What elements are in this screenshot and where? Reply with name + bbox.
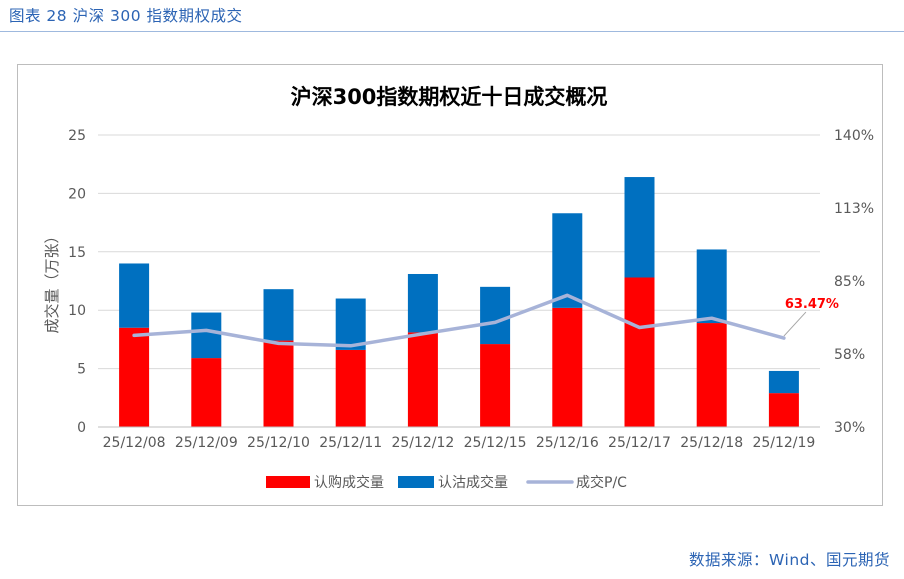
legend: 认购成交量 认沽成交量 成交P/C xyxy=(266,474,627,491)
y-tick-label: 20 xyxy=(68,186,86,202)
bar xyxy=(407,332,438,427)
y-tick-label: 0 xyxy=(77,420,86,436)
y-axis-title: 成交量（万张） xyxy=(43,228,61,333)
x-tick-label: 25/12/16 xyxy=(536,435,599,451)
x-tick-label: 25/12/15 xyxy=(464,435,527,451)
bar xyxy=(191,312,222,359)
x-tick-label: 25/12/18 xyxy=(680,435,743,451)
bar xyxy=(624,177,655,278)
series-line xyxy=(132,293,786,348)
bar xyxy=(335,349,366,427)
bar xyxy=(191,358,222,427)
bar xyxy=(552,307,583,427)
y-tick-label: 10 xyxy=(68,303,86,319)
header-divider xyxy=(0,31,904,32)
legend-label: 认购成交量 xyxy=(314,474,384,491)
bar xyxy=(119,263,150,328)
x-tick-label: 25/12/12 xyxy=(391,435,454,451)
legend-swatch xyxy=(398,476,434,488)
bar xyxy=(480,344,511,427)
y2-tick-label: 85% xyxy=(834,274,865,290)
bar xyxy=(263,289,294,341)
bar xyxy=(407,273,438,333)
y2-tick-label: 30% xyxy=(834,420,865,436)
legend-swatch xyxy=(266,476,310,488)
y-tick-label: 15 xyxy=(68,245,86,261)
x-tick-label: 25/12/19 xyxy=(752,435,815,451)
x-tick-label: 25/12/11 xyxy=(319,435,382,451)
y2-tick-label: 58% xyxy=(834,347,865,363)
bar xyxy=(263,340,294,427)
bar xyxy=(696,249,727,324)
source-note: 数据来源：Wind、国元期货 xyxy=(689,551,890,569)
x-tick-label: 25/12/10 xyxy=(247,435,310,451)
bars xyxy=(119,177,799,427)
y-tick-label: 25 xyxy=(68,128,86,144)
bar xyxy=(624,277,655,427)
bar xyxy=(335,298,366,350)
figure-caption: 图表 28 沪深 300 指数期权成交 xyxy=(9,7,243,25)
y2-tick-label: 140% xyxy=(834,128,874,144)
chart-title: 沪深300指数期权近十日成交概况 xyxy=(291,85,608,109)
bar xyxy=(480,286,511,345)
annotation-leader xyxy=(783,311,807,337)
bar xyxy=(768,393,799,427)
bar xyxy=(552,213,583,308)
bar xyxy=(696,323,727,427)
chart-frame: 沪深300指数期权近十日成交概况 63.47% 0 5 10 15 20 25 30% 58%… xyxy=(17,64,883,506)
pc-line: 63.47% xyxy=(132,293,839,348)
bar xyxy=(119,327,150,427)
axes: 0 5 10 15 20 25 30% 58% 85% 113% 140% 成交量（万张） 25/12/… xyxy=(43,128,874,451)
x-tick-label: 25/12/08 xyxy=(103,435,166,451)
data-label: 63.47% xyxy=(785,297,839,312)
y-tick-label: 5 xyxy=(77,362,86,378)
combo-chart: 沪深300指数期权近十日成交概况 63.47% 0 5 10 15 20 25 30% 58%… xyxy=(43,85,874,491)
x-tick-label: 25/12/17 xyxy=(608,435,671,451)
x-tick-label: 25/12/09 xyxy=(175,435,238,451)
legend-label: 认沽成交量 xyxy=(438,474,508,491)
bar xyxy=(768,370,799,394)
y2-tick-label: 113% xyxy=(834,201,874,217)
legend-label: 成交P/C xyxy=(576,474,627,491)
